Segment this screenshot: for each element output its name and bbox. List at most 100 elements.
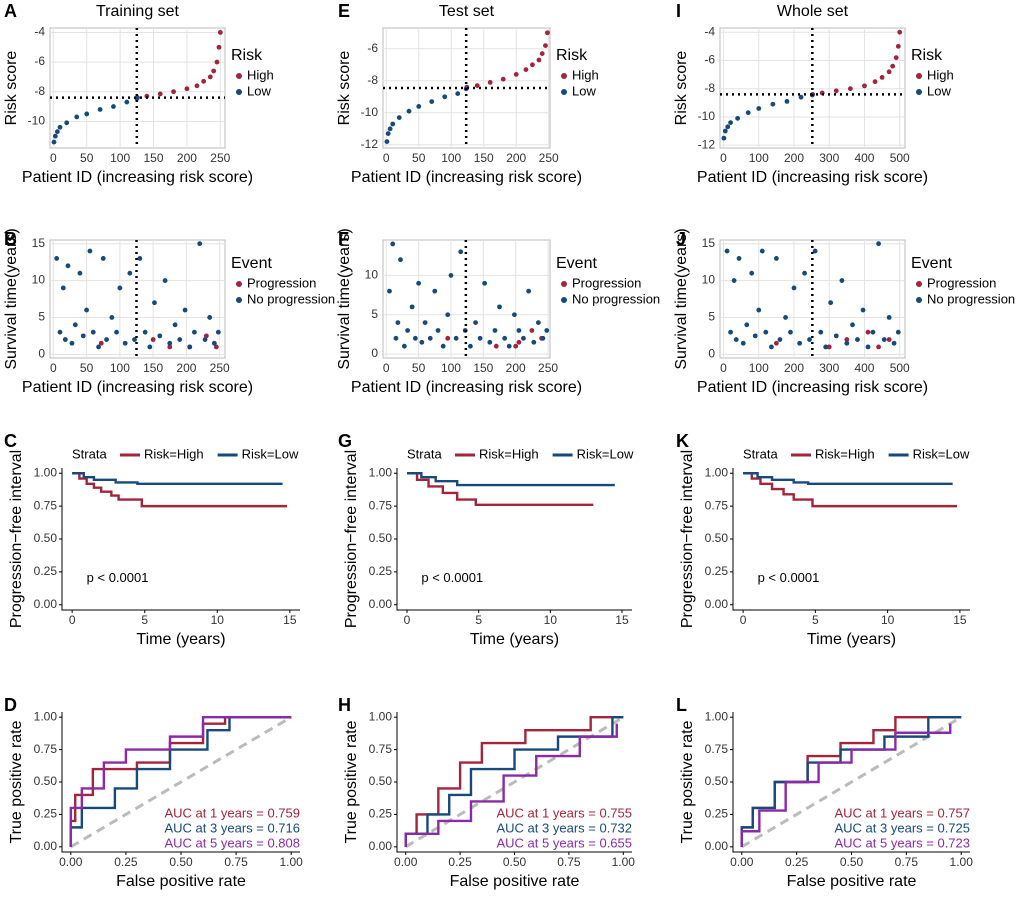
point (215, 329, 221, 335)
point (398, 257, 403, 263)
y-tick-label: -10 (28, 114, 46, 128)
point (69, 340, 75, 346)
point (526, 288, 532, 294)
legend-label: Low (247, 83, 271, 98)
point (54, 256, 60, 261)
x-tick-label: 0.75 (895, 855, 919, 869)
point (412, 335, 418, 341)
y-tick-label: -10 (361, 105, 379, 119)
point (393, 335, 399, 341)
x-tick-label: 100 (749, 361, 769, 375)
point (886, 315, 892, 320)
point (387, 126, 393, 132)
point (96, 344, 101, 350)
y-tick-label: 0 (708, 346, 715, 360)
point (802, 270, 807, 276)
point (788, 329, 793, 335)
legend-label: Risk=High (144, 446, 204, 461)
point (87, 248, 93, 254)
point (482, 280, 488, 286)
panel-letter: C (4, 431, 17, 451)
point (756, 307, 762, 313)
x-tick-label: 5 (475, 613, 482, 627)
point (791, 285, 797, 291)
point (728, 329, 733, 335)
point (731, 278, 737, 283)
x-tick-label: 150 (143, 361, 163, 375)
point (500, 76, 506, 82)
y-tick-label: 0.25 (369, 564, 393, 578)
point (826, 344, 832, 350)
panel-letter: D (4, 695, 17, 715)
y-axis-title: Risk score (3, 51, 20, 126)
panel-letter: J (676, 229, 686, 249)
point (886, 337, 892, 342)
point (440, 343, 446, 349)
legend-label: AUC at 3 years = 0.725 (835, 820, 971, 835)
point (211, 68, 217, 74)
point (84, 111, 90, 117)
x-tick-label: 100 (749, 151, 769, 165)
legend-label: AUC at 5 years = 0.808 (165, 835, 301, 850)
x-tick-label: 200 (784, 151, 804, 165)
curve (69, 715, 292, 847)
point (60, 285, 66, 291)
point (474, 83, 480, 88)
y-tick-label: 0.25 (369, 807, 393, 821)
x-axis-title: Patient ID (increasing risk score) (351, 379, 582, 396)
point (839, 278, 845, 283)
y-tick-label: -6 (367, 41, 378, 55)
legend-marker (236, 281, 242, 287)
point (395, 320, 401, 325)
point (844, 337, 850, 342)
y-tick-label: 0 (371, 346, 378, 360)
point (833, 88, 839, 94)
y-tick-label: 1.00 (369, 465, 393, 479)
point (147, 344, 153, 350)
point (98, 340, 104, 346)
panel-letter: A (4, 1, 17, 21)
x-tick-label: 250 (210, 151, 230, 165)
x-axis-title: Time (years) (470, 631, 559, 648)
point (435, 328, 441, 333)
point (749, 270, 755, 276)
x-tick-label: 150 (473, 361, 493, 375)
x-tick-label: 200 (176, 361, 196, 375)
legend-marker (561, 281, 567, 287)
point (865, 344, 871, 350)
curve (404, 715, 624, 847)
y-axis-title: Risk score (336, 51, 353, 126)
point (543, 43, 548, 48)
point (752, 333, 758, 339)
point (117, 285, 123, 291)
point (502, 335, 508, 341)
x-axis-title: Patient ID (increasing risk score) (22, 169, 253, 186)
point (797, 340, 803, 346)
legend-label: Risk=Low (577, 446, 634, 461)
point (769, 344, 774, 350)
y-tick-label: 0.75 (705, 498, 729, 512)
legend-label: Risk=Low (913, 446, 970, 461)
y-tick-label: -8 (34, 84, 45, 98)
point (833, 333, 839, 339)
point (728, 120, 733, 125)
x-tick-label: 10 (544, 613, 558, 627)
x-tick-label: 100 (441, 151, 461, 165)
y-axis-title: Survival time(years) (673, 228, 690, 369)
point (65, 263, 71, 269)
point (157, 91, 163, 97)
panel-letter: I (676, 1, 681, 21)
point (104, 337, 109, 342)
legend-title: Strata (72, 446, 107, 461)
y-tick-label: 0.50 (34, 774, 58, 788)
axis-line (396, 468, 632, 611)
legend-title: Risk (231, 47, 263, 64)
x-tick-label: 0.25 (114, 855, 138, 869)
point (216, 44, 222, 50)
x-tick-label: 0 (383, 151, 390, 165)
point (763, 329, 769, 335)
legend-marker (916, 297, 922, 303)
curve (740, 723, 952, 847)
point (876, 344, 881, 350)
legend-label: High (927, 67, 954, 82)
